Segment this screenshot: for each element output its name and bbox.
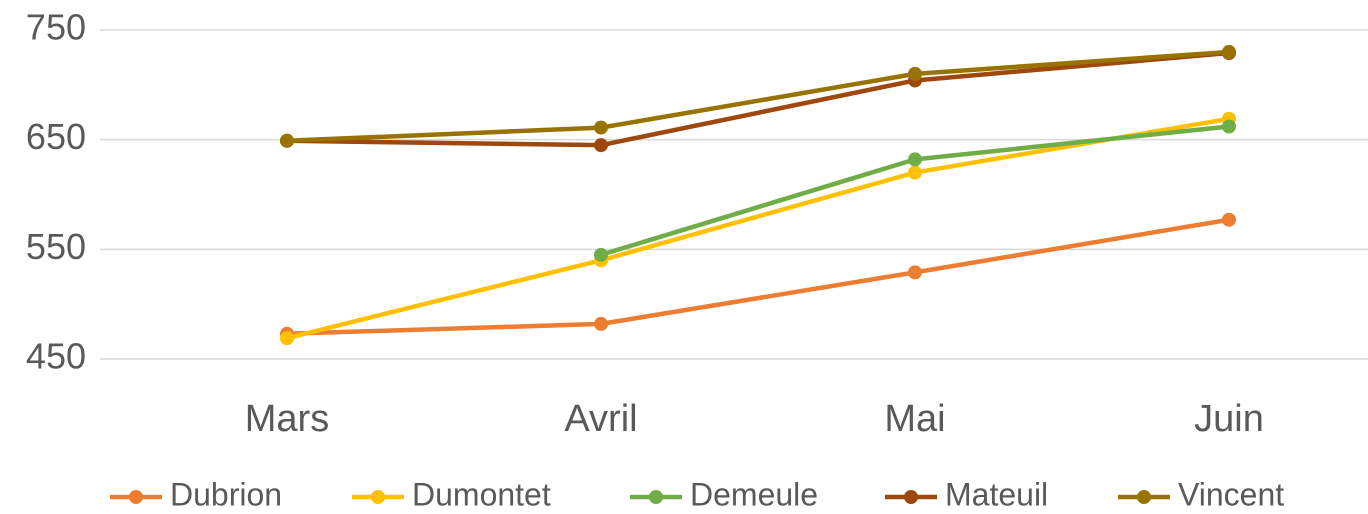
legend-label: Mateuil	[945, 476, 1048, 512]
data-point	[908, 66, 922, 81]
legend-marker	[904, 490, 918, 504]
y-tick-label: 550	[26, 226, 86, 267]
y-tick-label: 450	[26, 336, 86, 377]
series-line	[286, 116, 1230, 341]
legend-marker	[1137, 490, 1151, 504]
series-line	[286, 49, 1230, 144]
data-point	[908, 265, 922, 280]
legend-label: Dubrion	[170, 476, 282, 512]
legend-marker	[371, 490, 385, 504]
data-point	[908, 152, 922, 167]
legend-label: Vincent	[1178, 476, 1284, 512]
data-point	[594, 138, 608, 153]
data-point	[594, 247, 608, 262]
y-tick-label: 650	[26, 116, 86, 157]
x-tick-label: Juin	[1194, 398, 1264, 440]
series-line	[286, 217, 1230, 337]
data-point	[594, 120, 608, 135]
x-tick-label: Mai	[884, 398, 945, 440]
data-point	[594, 316, 608, 331]
legend-label: Dumontet	[412, 476, 551, 512]
data-point	[280, 133, 294, 148]
data-point	[1222, 212, 1236, 227]
legend-label: Demeule	[690, 476, 818, 512]
series-line	[286, 50, 1230, 148]
data-point	[908, 165, 922, 180]
legend-marker	[129, 490, 143, 504]
data-point	[1222, 119, 1236, 134]
legend-marker	[649, 490, 663, 504]
y-tick-label: 750	[26, 7, 86, 48]
x-tick-label: Avril	[564, 398, 637, 440]
data-point	[280, 331, 294, 346]
data-point	[1222, 44, 1236, 59]
x-tick-label: Mars	[245, 398, 329, 440]
